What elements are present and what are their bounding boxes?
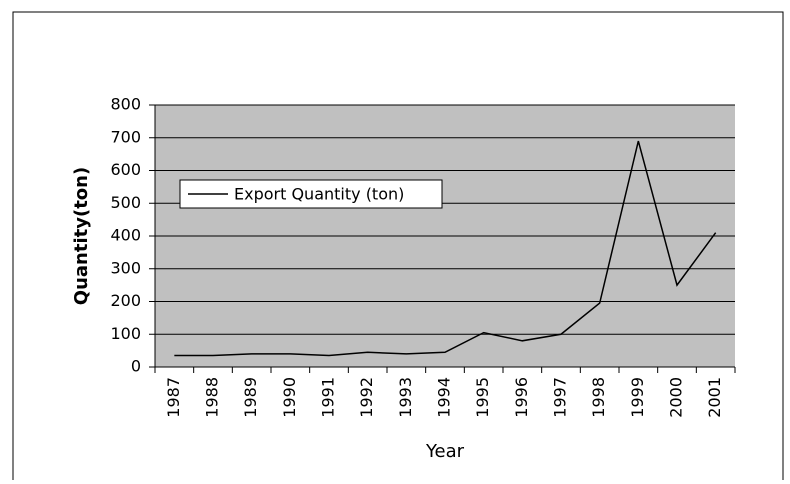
x-axis-label: Year — [425, 441, 465, 462]
series-line — [174, 140, 717, 357]
y-tick-label: 700 — [110, 127, 141, 146]
y-tick-label: 300 — [110, 258, 141, 277]
y-tick-label: 100 — [110, 324, 141, 343]
x-tick-label: 2001 — [705, 377, 724, 418]
y-tick-label: 0 — [131, 357, 141, 376]
x-tick-label: 1990 — [280, 377, 299, 418]
x-tick-label: 1989 — [241, 377, 260, 418]
x-tick-label: 1997 — [551, 377, 570, 418]
x-tick-label: 1992 — [357, 377, 376, 418]
x-tick-label: 1996 — [512, 377, 531, 418]
y-tick-label: 200 — [110, 291, 141, 310]
x-tick-label: 1994 — [435, 377, 454, 418]
x-tick-label: 1991 — [319, 377, 338, 418]
legend-label: Export Quantity (ton) — [234, 185, 404, 204]
x-tick-label: 1987 — [164, 377, 183, 418]
x-tick-label: 2000 — [667, 377, 686, 418]
y-axis-label: Quantity(ton) — [71, 167, 92, 305]
y-tick-label: 600 — [110, 160, 141, 179]
x-tick-label: 1999 — [628, 377, 647, 418]
y-tick-label: 800 — [110, 95, 141, 114]
x-tick-label: 1988 — [203, 377, 222, 418]
x-tick-label: 1998 — [589, 377, 608, 418]
y-tick-label: 500 — [110, 193, 141, 212]
x-tick-label: 1995 — [473, 377, 492, 418]
y-tick-label: 400 — [110, 226, 141, 245]
x-tick-label: 1993 — [396, 377, 415, 418]
